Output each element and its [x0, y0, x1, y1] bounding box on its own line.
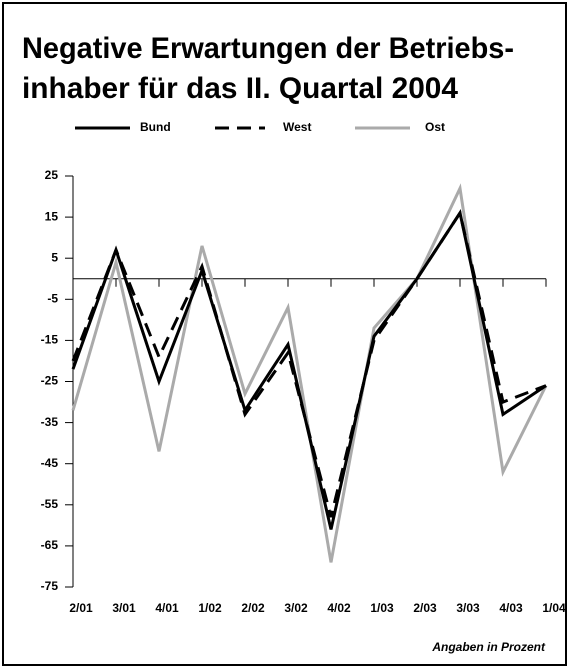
x-tick-label: 4/03 — [499, 601, 523, 615]
series-line — [71, 209, 547, 530]
y-tick-label: 25 — [45, 168, 59, 182]
chart-title-line: inhaber für das II. Quartal 2004 — [22, 72, 458, 105]
y-tick-label: -65 — [41, 538, 59, 552]
y-tick-label: -45 — [41, 456, 59, 470]
chart-title-line: Negative Erwartungen der Betriebs- — [22, 32, 514, 65]
x-tick-label: 1/03 — [370, 601, 394, 615]
x-tick-label: 4/02 — [327, 601, 351, 615]
y-tick-label: 15 — [45, 209, 59, 223]
y-tick-label: -25 — [41, 374, 59, 388]
y-tick-label: -55 — [41, 497, 59, 511]
x-tick-label: 3/02 — [284, 601, 308, 615]
x-tick-label: 2/02 — [241, 601, 265, 615]
y-tick-label: -35 — [41, 415, 59, 429]
x-tick-label: 3/01 — [112, 601, 136, 615]
y-tick-label: -5 — [47, 291, 58, 305]
x-tick-label: 2/03 — [413, 601, 437, 615]
y-tick-label: 5 — [51, 250, 58, 264]
x-tick-label: 4/01 — [155, 601, 179, 615]
x-tick-label: 1/02 — [198, 601, 222, 615]
y-tick-label: -75 — [41, 579, 59, 593]
legend-label: Bund — [140, 120, 171, 134]
y-tick-label: -15 — [41, 333, 59, 347]
x-tick-label: 2/01 — [69, 601, 93, 615]
x-tick-label: 3/03 — [456, 601, 480, 615]
legend-label: Ost — [425, 120, 445, 134]
series-line — [71, 183, 548, 563]
series-line — [71, 209, 547, 518]
note: Angaben in Prozent — [431, 640, 546, 654]
legend-label: West — [283, 120, 311, 134]
x-tick-label: 1/04 — [542, 601, 566, 615]
